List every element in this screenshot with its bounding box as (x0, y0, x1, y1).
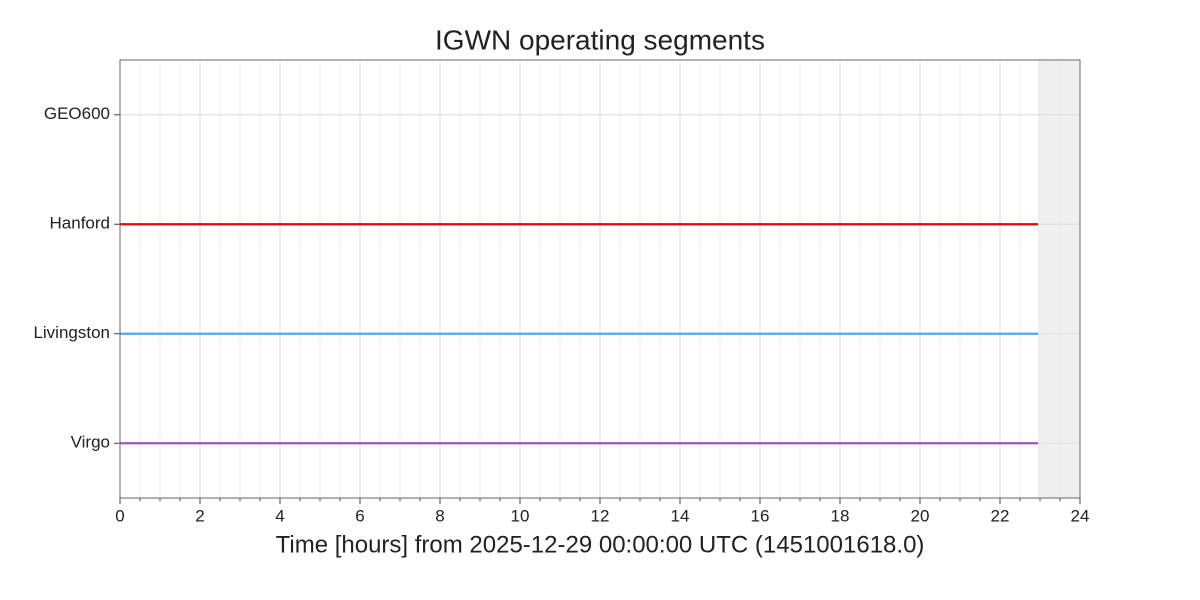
y-tick-label: Hanford (50, 214, 110, 233)
x-tick-label: 0 (115, 506, 124, 525)
x-tick-label: 16 (751, 506, 770, 525)
y-tick-label: Livingston (33, 323, 110, 342)
y-tick-label: Virgo (71, 433, 110, 452)
chart-title: IGWN operating segments (435, 24, 765, 55)
x-axis-label: Time [hours] from 2025-12-29 00:00:00 UT… (276, 531, 925, 558)
x-tick-label: 2 (195, 506, 204, 525)
x-tick-label: 18 (831, 506, 850, 525)
plot-frame (119, 59, 1081, 499)
x-tick-label: 8 (435, 506, 444, 525)
x-tick-label: 4 (275, 506, 284, 525)
x-tick-label: 10 (511, 506, 530, 525)
x-tick-label: 14 (671, 506, 690, 525)
x-tick-label: 20 (911, 506, 930, 525)
x-tick-label: 12 (591, 506, 610, 525)
future-shade (1038, 60, 1080, 498)
x-tick-label: 6 (355, 506, 364, 525)
x-tick-label: 22 (991, 506, 1010, 525)
y-tick-label: GEO600 (44, 104, 110, 123)
x-tick-label: 24 (1071, 506, 1090, 525)
